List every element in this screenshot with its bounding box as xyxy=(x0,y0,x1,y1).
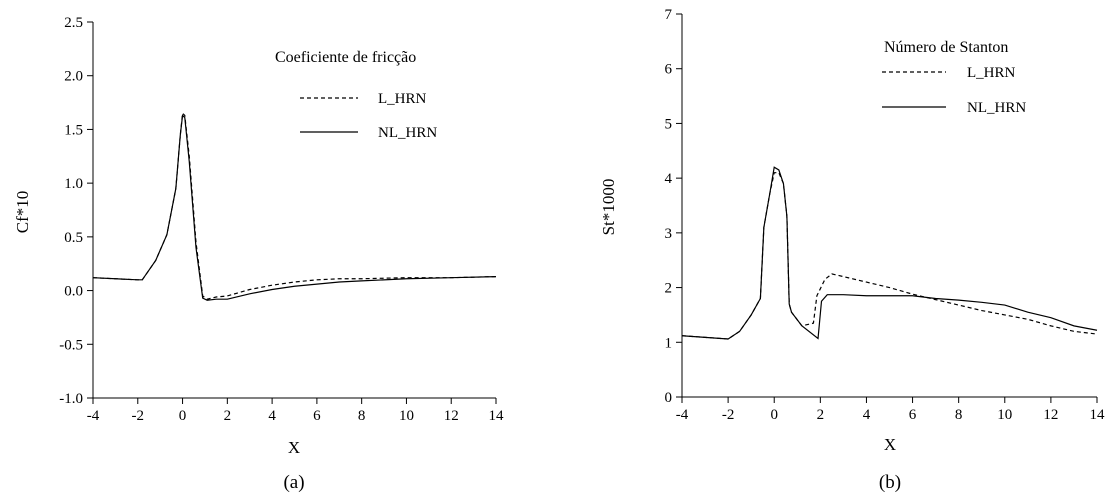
legend-label: L_HRN xyxy=(967,65,1016,81)
x-tick-label: 6 xyxy=(909,407,917,423)
series-line-nl-hrn xyxy=(681,166,1098,340)
x-tick-label: 0 xyxy=(179,408,187,424)
x-tick-label: 4 xyxy=(863,407,871,423)
y-tick-label: 2 xyxy=(665,281,673,297)
legend-label: NL_HRN xyxy=(378,125,437,141)
x-tick-label: -2 xyxy=(722,407,735,423)
x-tick-label: 8 xyxy=(955,407,963,423)
y-axis-label: Cf*10 xyxy=(13,191,32,234)
series-line-nl-hrn xyxy=(92,114,497,301)
x-axis-label: X xyxy=(288,438,300,457)
y-tick-label: 1.5 xyxy=(64,122,83,138)
x-tick-label: -2 xyxy=(132,408,145,424)
x-tick-label: 14 xyxy=(1090,407,1106,423)
y-tick-label: 2.0 xyxy=(64,69,83,85)
panel-label: (a) xyxy=(283,472,304,493)
x-tick-label: -4 xyxy=(87,408,100,424)
x-tick-label: 10 xyxy=(399,408,414,424)
x-tick-label: 14 xyxy=(489,408,505,424)
x-tick-label: 2 xyxy=(817,407,825,423)
panel-label: (b) xyxy=(879,472,901,493)
y-tick-label: 1 xyxy=(665,335,673,351)
x-tick-label: 0 xyxy=(770,407,778,423)
x-tick-label: 4 xyxy=(268,408,276,424)
y-tick-label: 7 xyxy=(665,7,673,23)
y-tick-label: 0.0 xyxy=(64,284,83,300)
x-tick-label: 2 xyxy=(224,408,232,424)
x-tick-label: 12 xyxy=(1043,407,1058,423)
x-tick-label: 8 xyxy=(358,408,366,424)
legend-label: NL_HRN xyxy=(967,100,1026,116)
y-tick-label: -0.5 xyxy=(59,337,83,353)
x-axis-label: X xyxy=(884,435,896,454)
chart-title: Coeficiente de fricção xyxy=(275,49,416,66)
x-tick-label: 12 xyxy=(444,408,459,424)
y-tick-label: 1.0 xyxy=(64,176,83,192)
y-tick-label: 0 xyxy=(665,390,673,406)
y-tick-label: 0.5 xyxy=(64,230,83,246)
x-tick-label: 10 xyxy=(997,407,1012,423)
y-tick-label: 2.5 xyxy=(64,15,83,31)
y-tick-label: 3 xyxy=(665,226,673,242)
y-tick-label: 6 xyxy=(665,62,673,78)
chart-title: Número de Stanton xyxy=(884,39,1008,56)
y-tick-label: -1.0 xyxy=(59,391,83,407)
chart-panel-a: -4 -2 0 2 4 6 8 10 12 14 -1.0 -0.5 0.0 0.5 1.0 1.5 2.0 2.… xyxy=(13,15,504,493)
series-line-l-hrn xyxy=(92,112,497,300)
y-axis-label: St*1000 xyxy=(599,179,618,236)
y-tick-label: 5 xyxy=(665,116,673,132)
x-tick-label: -4 xyxy=(676,407,689,423)
legend-label: L_HRN xyxy=(378,91,427,107)
x-tick-label: 6 xyxy=(313,408,321,424)
y-tick-label: 4 xyxy=(665,171,673,187)
